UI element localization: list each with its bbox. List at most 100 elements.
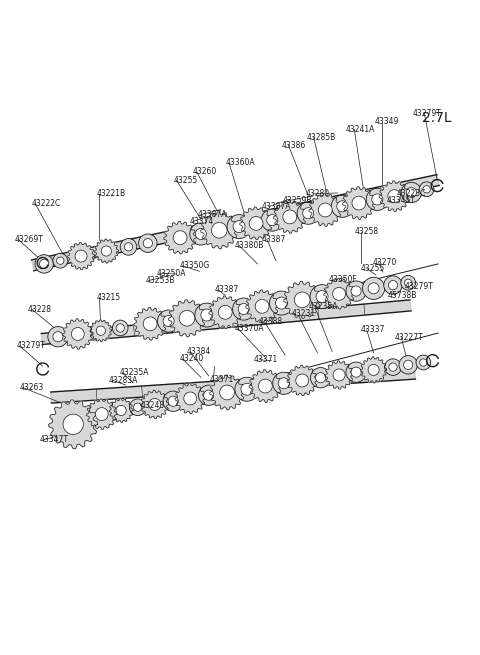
Circle shape	[273, 372, 295, 394]
Polygon shape	[210, 375, 244, 410]
Circle shape	[143, 238, 153, 248]
Polygon shape	[324, 278, 354, 309]
Circle shape	[218, 305, 232, 319]
Text: 43263: 43263	[20, 383, 44, 392]
Circle shape	[416, 355, 431, 370]
Circle shape	[190, 223, 212, 245]
Text: 43374: 43374	[189, 217, 214, 226]
Text: 43370A: 43370A	[234, 324, 264, 333]
Circle shape	[401, 182, 421, 202]
Text: 43231: 43231	[292, 309, 316, 318]
Circle shape	[405, 279, 412, 286]
Polygon shape	[32, 175, 439, 271]
Circle shape	[368, 283, 379, 294]
Circle shape	[211, 223, 227, 238]
Polygon shape	[343, 187, 375, 219]
Text: 43380B: 43380B	[234, 241, 264, 250]
Circle shape	[261, 209, 283, 231]
Polygon shape	[309, 194, 342, 227]
Circle shape	[384, 359, 401, 375]
Polygon shape	[175, 383, 205, 414]
Circle shape	[157, 310, 180, 332]
Circle shape	[331, 195, 353, 217]
Circle shape	[116, 405, 126, 415]
Circle shape	[139, 234, 157, 252]
Circle shape	[39, 259, 49, 269]
Text: 43228: 43228	[28, 305, 52, 314]
Circle shape	[133, 403, 142, 411]
Circle shape	[96, 326, 106, 335]
Circle shape	[195, 229, 206, 240]
Circle shape	[269, 291, 293, 315]
Polygon shape	[379, 181, 409, 212]
Polygon shape	[109, 398, 133, 422]
Circle shape	[351, 286, 361, 296]
Text: 43223C: 43223C	[396, 189, 426, 198]
Circle shape	[199, 385, 219, 405]
Circle shape	[143, 317, 157, 331]
Polygon shape	[134, 307, 167, 340]
Polygon shape	[90, 320, 112, 342]
Circle shape	[201, 309, 213, 321]
Circle shape	[407, 187, 417, 198]
Circle shape	[163, 316, 174, 327]
Circle shape	[48, 327, 68, 347]
Circle shape	[124, 243, 132, 251]
Circle shape	[63, 414, 84, 434]
Circle shape	[168, 396, 178, 406]
Text: 43285B: 43285B	[307, 133, 336, 142]
Circle shape	[423, 185, 430, 193]
Polygon shape	[49, 400, 97, 449]
Circle shape	[72, 328, 84, 341]
Text: 43386: 43386	[281, 141, 306, 149]
Circle shape	[235, 377, 259, 402]
Circle shape	[315, 373, 326, 383]
Circle shape	[258, 379, 272, 393]
Text: 43270: 43270	[372, 257, 397, 267]
Circle shape	[120, 238, 137, 255]
Polygon shape	[86, 399, 117, 430]
Circle shape	[333, 369, 345, 381]
Circle shape	[316, 291, 328, 303]
Circle shape	[404, 360, 413, 369]
Text: 43371: 43371	[254, 355, 278, 364]
Text: 43384: 43384	[187, 347, 211, 356]
Polygon shape	[287, 365, 317, 396]
Circle shape	[101, 246, 111, 256]
Circle shape	[238, 303, 249, 314]
Circle shape	[96, 407, 108, 421]
Text: 43235A: 43235A	[308, 302, 338, 311]
Text: 43387A: 43387A	[262, 202, 292, 212]
Circle shape	[53, 331, 63, 342]
Circle shape	[173, 231, 187, 244]
Circle shape	[35, 255, 53, 273]
Polygon shape	[249, 369, 282, 402]
Text: 43215: 43215	[96, 293, 120, 302]
Circle shape	[401, 276, 416, 290]
Text: 43360A: 43360A	[225, 158, 255, 167]
Polygon shape	[240, 207, 273, 240]
Circle shape	[372, 194, 383, 205]
Polygon shape	[201, 212, 238, 249]
Text: 43240: 43240	[179, 354, 204, 364]
Circle shape	[351, 367, 361, 377]
Circle shape	[337, 201, 348, 212]
Circle shape	[368, 364, 379, 375]
Text: 43250A: 43250A	[156, 269, 186, 278]
Text: 43258: 43258	[354, 227, 378, 236]
Circle shape	[333, 288, 346, 300]
Circle shape	[195, 303, 219, 327]
Circle shape	[227, 215, 251, 238]
Text: 43347T: 43347T	[39, 436, 69, 445]
Text: 43283A: 43283A	[108, 375, 138, 384]
Circle shape	[255, 299, 269, 313]
Circle shape	[249, 216, 263, 231]
Circle shape	[346, 362, 366, 383]
Circle shape	[267, 215, 278, 226]
Circle shape	[276, 297, 288, 309]
Text: 43349: 43349	[374, 117, 399, 126]
Circle shape	[204, 390, 214, 400]
Polygon shape	[168, 300, 205, 337]
Circle shape	[53, 253, 68, 268]
Circle shape	[220, 385, 234, 400]
